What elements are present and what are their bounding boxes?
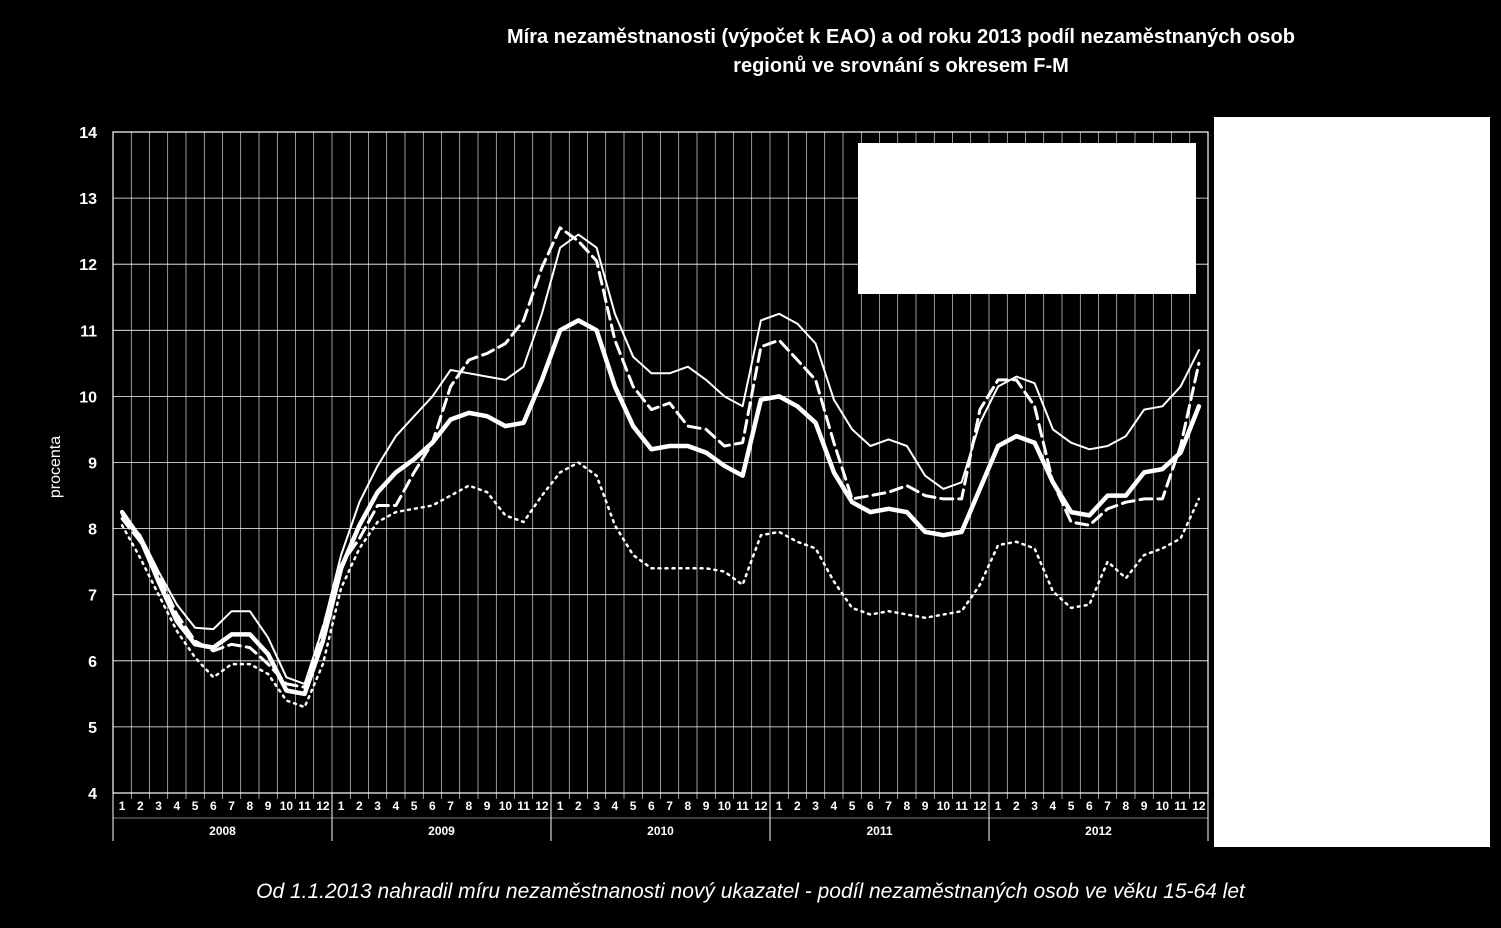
x-month-label: 2 xyxy=(575,799,582,813)
y-tick-label: 12 xyxy=(79,257,97,274)
x-month-label: 10 xyxy=(499,799,513,813)
x-month-label: 11 xyxy=(517,799,530,813)
x-month-label: 11 xyxy=(736,799,749,813)
x-month-label: 2 xyxy=(137,799,144,813)
x-month-label: 12 xyxy=(535,799,549,813)
x-month-label: 5 xyxy=(411,799,418,813)
y-tick-label: 4 xyxy=(88,786,97,803)
x-month-label: 1 xyxy=(557,799,564,813)
x-month-label: 10 xyxy=(280,799,294,813)
x-month-label: 1 xyxy=(995,799,1002,813)
x-month-label: 3 xyxy=(155,799,162,813)
x-month-label: 11 xyxy=(298,799,311,813)
x-month-label: 4 xyxy=(831,799,838,813)
x-month-label: 9 xyxy=(265,799,272,813)
x-month-label: 8 xyxy=(1123,799,1130,813)
x-month-label: 7 xyxy=(1104,799,1111,813)
x-month-label: 9 xyxy=(1141,799,1148,813)
x-month-label: 6 xyxy=(210,799,217,813)
y-tick-label: 13 xyxy=(79,191,97,208)
x-month-label: 1 xyxy=(338,799,345,813)
legend-box xyxy=(858,143,1196,294)
x-month-label: 3 xyxy=(593,799,600,813)
x-month-label: 11 xyxy=(955,799,968,813)
x-year-label: 2011 xyxy=(866,824,892,838)
x-month-label: 2 xyxy=(1013,799,1020,813)
x-month-label: 4 xyxy=(612,799,619,813)
x-month-label: 5 xyxy=(192,799,199,813)
x-month-label: 7 xyxy=(447,799,454,813)
x-month-label: 9 xyxy=(484,799,491,813)
x-month-label: 8 xyxy=(904,799,911,813)
x-month-label: 1 xyxy=(776,799,783,813)
x-month-label: 2 xyxy=(794,799,801,813)
x-month-label: 10 xyxy=(718,799,732,813)
y-axis-ticks: 4 5 6 7 8 9 10 11 12 13 14 xyxy=(79,125,97,803)
series-line-1 xyxy=(121,233,1200,685)
y-tick-label: 8 xyxy=(88,522,97,539)
y-tick-label: 5 xyxy=(88,720,97,737)
x-month-label: 6 xyxy=(1086,799,1093,813)
x-month-label: 6 xyxy=(867,799,874,813)
y-tick-label: 7 xyxy=(88,588,97,605)
y-tick-label: 11 xyxy=(80,323,97,340)
y-tick-label: 9 xyxy=(88,456,97,473)
y-tick-label: 6 xyxy=(88,654,97,671)
x-month-label: 3 xyxy=(374,799,381,813)
x-month-label: 5 xyxy=(849,799,856,813)
x-month-label: 3 xyxy=(812,799,819,813)
y-tick-label: 10 xyxy=(79,389,97,406)
x-month-label: 4 xyxy=(393,799,400,813)
x-month-label: 10 xyxy=(1156,799,1170,813)
chart-title-line-2: regionů ve srovnání s okresem F-M xyxy=(733,55,1069,77)
series-line-3 xyxy=(120,226,1201,689)
x-month-label: 11 xyxy=(1174,799,1187,813)
x-month-label: 8 xyxy=(685,799,692,813)
x-month-label: 12 xyxy=(1192,799,1206,813)
series-line-4 xyxy=(120,461,1201,709)
y-axis-title: procenta xyxy=(47,436,64,498)
x-year-label: 2009 xyxy=(428,824,455,838)
y-tick-label: 14 xyxy=(79,125,97,142)
x-year-label: 2012 xyxy=(1085,824,1112,838)
x-month-label: 8 xyxy=(466,799,473,813)
x-month-label: 12 xyxy=(316,799,330,813)
x-month-label: 5 xyxy=(630,799,637,813)
x-month-label: 12 xyxy=(973,799,987,813)
x-year-label: 2010 xyxy=(647,824,674,838)
x-month-label: 1 xyxy=(119,799,126,813)
chart-title-line-1: Míra nezaměstnanosti (výpočet k EAO) a o… xyxy=(507,26,1295,48)
x-month-label: 3 xyxy=(1031,799,1038,813)
x-month-label: 7 xyxy=(228,799,235,813)
x-month-label: 4 xyxy=(174,799,181,813)
side-panel xyxy=(1214,117,1490,847)
footnote: Od 1.1.2013 nahradil míru nezaměstnanost… xyxy=(256,880,1245,903)
x-month-label: 7 xyxy=(666,799,673,813)
series-line-2 xyxy=(119,318,1202,697)
x-month-label: 9 xyxy=(703,799,710,813)
x-month-label: 6 xyxy=(429,799,436,813)
series-lines xyxy=(119,226,1202,709)
x-year-label: 2008 xyxy=(209,824,236,838)
x-month-label: 9 xyxy=(922,799,929,813)
x-month-label: 8 xyxy=(247,799,254,813)
x-month-label: 5 xyxy=(1068,799,1075,813)
x-month-label: 4 xyxy=(1050,799,1057,813)
x-month-label: 12 xyxy=(754,799,768,813)
x-month-label: 2 xyxy=(356,799,363,813)
x-month-label: 6 xyxy=(648,799,655,813)
x-month-label: 10 xyxy=(937,799,951,813)
x-month-label: 7 xyxy=(885,799,892,813)
